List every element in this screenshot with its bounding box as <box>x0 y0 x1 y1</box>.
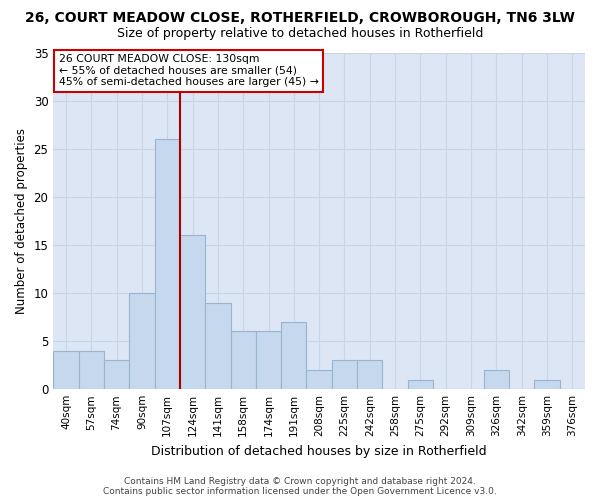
Bar <box>332 360 357 389</box>
X-axis label: Distribution of detached houses by size in Rotherfield: Distribution of detached houses by size … <box>151 444 487 458</box>
Bar <box>535 380 560 389</box>
Bar <box>205 302 230 389</box>
Bar <box>357 360 382 389</box>
Bar <box>79 350 104 389</box>
Bar <box>256 332 281 389</box>
Text: Size of property relative to detached houses in Rotherfield: Size of property relative to detached ho… <box>117 28 483 40</box>
Text: 26 COURT MEADOW CLOSE: 130sqm
← 55% of detached houses are smaller (54)
45% of s: 26 COURT MEADOW CLOSE: 130sqm ← 55% of d… <box>59 54 319 88</box>
Bar <box>155 139 180 389</box>
Text: 26, COURT MEADOW CLOSE, ROTHERFIELD, CROWBOROUGH, TN6 3LW: 26, COURT MEADOW CLOSE, ROTHERFIELD, CRO… <box>25 11 575 25</box>
Bar <box>281 322 307 389</box>
Bar <box>484 370 509 389</box>
Bar <box>53 350 79 389</box>
Bar <box>307 370 332 389</box>
Bar <box>129 293 155 389</box>
Bar <box>230 332 256 389</box>
Text: Contains HM Land Registry data © Crown copyright and database right 2024.
Contai: Contains HM Land Registry data © Crown c… <box>103 476 497 496</box>
Bar <box>104 360 129 389</box>
Bar <box>180 236 205 389</box>
Bar <box>408 380 433 389</box>
Y-axis label: Number of detached properties: Number of detached properties <box>15 128 28 314</box>
